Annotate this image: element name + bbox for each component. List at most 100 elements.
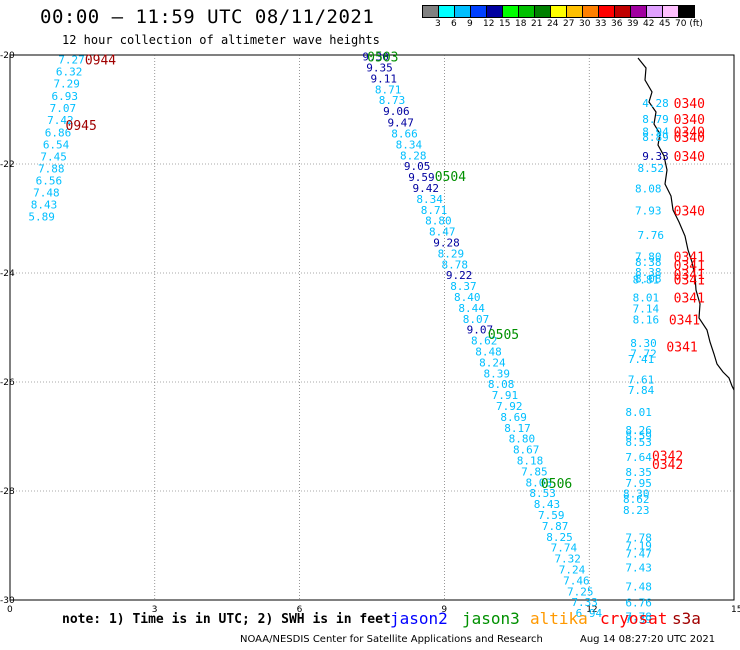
data-point-label: 8.07: [463, 313, 490, 326]
data-point-label: 8.71: [375, 83, 402, 96]
data-point-label: 8.81: [633, 274, 660, 287]
data-point-label: 7.74: [551, 542, 578, 555]
data-point-label: 7.88: [38, 162, 65, 175]
data-point-label: 8.35: [625, 466, 652, 479]
x-tick-label: 9: [441, 605, 447, 615]
data-point-label: 6.54: [43, 138, 70, 151]
data-point-label: 6.56: [36, 174, 63, 187]
data-point-label: 8.16: [633, 313, 660, 326]
y-tick-label: -30: [0, 596, 15, 606]
pass-label: 0341: [674, 292, 705, 307]
data-point-label: 7.59: [538, 509, 565, 522]
data-point-label: 9.59: [408, 171, 435, 184]
data-point-label: 7.78: [625, 531, 652, 544]
data-point-label: 9.47: [387, 117, 414, 130]
pass-label: 0341: [669, 313, 700, 328]
color-scale-legend: 3 6 9 12 15 18 21 24 27 30 33 36 39 42 45 70 (ft): [422, 5, 740, 30]
y-tick-label: -26: [0, 378, 15, 388]
data-point-label: 8.80: [425, 215, 452, 228]
data-point-label: 7.24: [559, 563, 586, 576]
data-point-label: 8.24: [479, 356, 506, 369]
y-tick-label: -20: [0, 51, 15, 61]
pass-label: 0505: [488, 328, 519, 343]
data-point-label: 8.89: [642, 131, 669, 144]
data-point-label: 7.78: [625, 610, 652, 623]
data-point-label: 8.01: [625, 406, 652, 419]
data-point-label: 6.94: [576, 607, 603, 620]
data-point-label: 7.41: [628, 353, 655, 366]
data-point-label: 7.76: [637, 229, 664, 242]
data-point-label: 8.26: [625, 424, 652, 437]
data-point-label: 8.38: [635, 266, 662, 279]
data-point-label: 9.05: [404, 160, 431, 173]
data-point-label: 8.08: [635, 272, 662, 285]
color-scale-label: 12: [483, 19, 495, 29]
coastline: [637, 57, 735, 391]
color-scale-label: 18: [515, 19, 527, 29]
data-point-label: 7.42: [47, 114, 73, 127]
data-point-label: 8.48: [475, 345, 502, 358]
color-scale-label: 39: [627, 19, 639, 29]
pass-label: 0504: [435, 170, 466, 185]
color-swatch: [422, 5, 439, 18]
data-point-label: 7.39: [625, 613, 652, 626]
source-credit: NOAA/NESDIS Center for Satellite Applica…: [240, 634, 543, 645]
color-swatch: [438, 5, 455, 18]
pass-label: 0340: [674, 131, 705, 146]
data-point-label: 8.17: [504, 422, 531, 435]
color-swatch: [614, 5, 631, 18]
color-scale-labels: 3 6 9 12 15 18 21 24 27 30 33 36 39 42 45 70 (ft): [422, 18, 740, 30]
data-point-label: 8.38: [635, 256, 662, 269]
color-swatch: [502, 5, 519, 18]
data-point-label: 8.08: [488, 378, 514, 391]
color-scale-label: 6: [451, 19, 457, 29]
data-point-label: 8.78: [442, 258, 469, 271]
data-point-label: 7.45: [40, 150, 67, 163]
color-scale-label: 33: [595, 19, 607, 29]
data-point-label: 4.28: [642, 97, 669, 110]
x-tick-label: 0: [7, 605, 13, 615]
color-swatch: [518, 5, 535, 18]
color-swatch: [534, 5, 551, 18]
data-point-label: 8.25: [546, 531, 573, 544]
data-point-label: 7.48: [625, 580, 652, 593]
data-point-label: 8.59: [625, 429, 652, 442]
color-scale-label: 24: [547, 19, 559, 29]
data-point-label: 8.94: [642, 125, 669, 138]
pass-label: 0944: [85, 53, 116, 68]
data-point-label: 9.30: [362, 51, 389, 64]
color-swatch: [662, 5, 679, 18]
data-point-label: 7.80: [635, 251, 662, 264]
satellite-legend-jason2: jason2: [390, 609, 448, 628]
data-point-label: 7.25: [567, 585, 594, 598]
footer-note: note: 1) Time is in UTC; 2) SWH is in fe…: [62, 612, 391, 627]
data-point-label: 7.84: [628, 384, 655, 397]
data-point-label: 8.03: [525, 476, 552, 489]
data-point-label: 7.29: [53, 77, 80, 90]
pass-label: 0340: [674, 204, 705, 219]
data-point-label: 8.28: [400, 149, 427, 162]
generated-timestamp: Aug 14 08:27:20 UTC 2021: [580, 634, 716, 645]
grid-lines: [10, 55, 734, 600]
data-point-label: 7.27: [58, 53, 84, 66]
pass-label: 0506: [541, 477, 572, 492]
color-scale-label: 36: [611, 19, 623, 29]
pass-label: 0342: [652, 458, 683, 473]
data-point-label: 8.34: [416, 193, 443, 206]
data-point-label: 7.61: [628, 373, 655, 386]
pass-labels: 0944094505030504050505060340034003400340…: [66, 51, 705, 492]
data-point-label: 8.30: [623, 488, 650, 501]
color-swatch: [486, 5, 503, 18]
pass-label: 0341: [674, 259, 705, 274]
data-point-label: 7.32: [554, 553, 581, 566]
satellite-legend-cryosat: cryosat: [600, 609, 668, 628]
x-tick-label: 12: [586, 605, 597, 615]
data-point-label: 5.89: [28, 210, 54, 223]
data-point-label: 8.44: [458, 302, 485, 315]
data-point-label: 9.22: [446, 269, 473, 282]
data-point-label: 8.52: [637, 162, 664, 175]
data-point-label: 6.76: [625, 597, 652, 610]
color-scale-swatches: [422, 5, 740, 18]
data-point-label: 7.92: [496, 400, 522, 413]
data-point-label: 6.32: [56, 65, 83, 78]
